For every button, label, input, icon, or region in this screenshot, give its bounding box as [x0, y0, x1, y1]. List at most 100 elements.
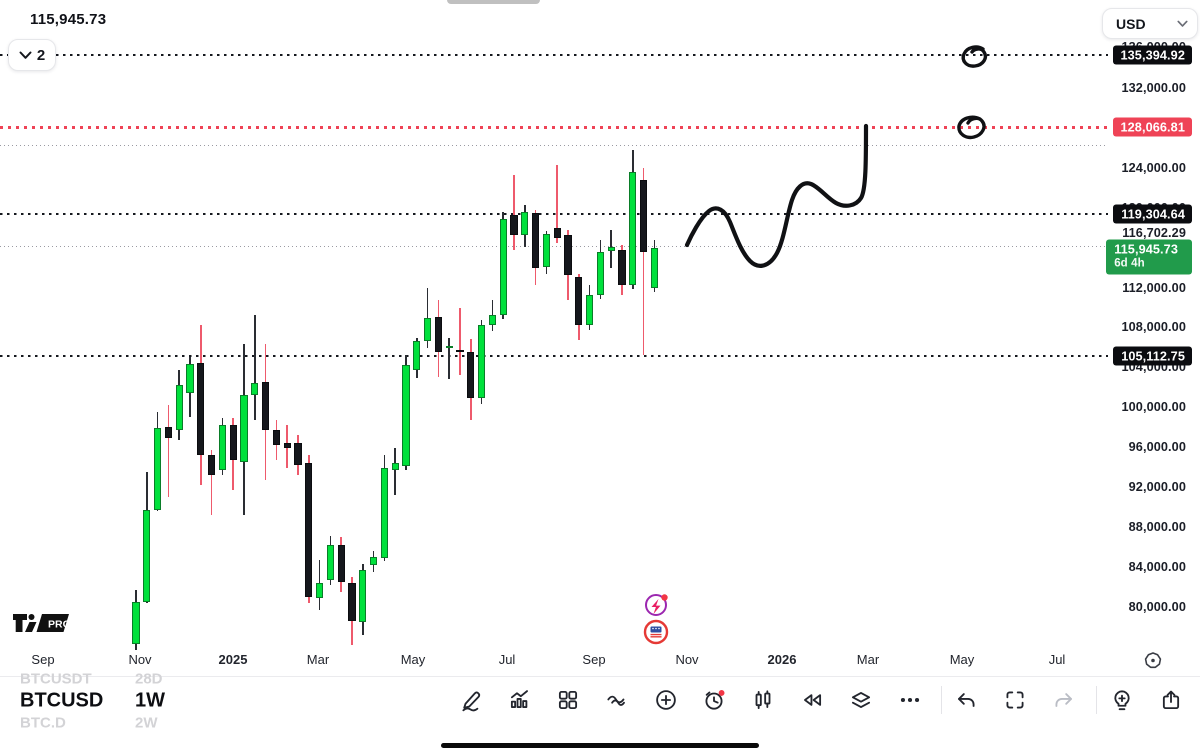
candle-wick	[167, 405, 170, 498]
price-axis-tick: 84,000.00	[1128, 560, 1186, 574]
candle-body	[218, 425, 227, 471]
toolbar-separator	[941, 686, 942, 714]
candle-body	[596, 251, 605, 295]
replay-rewind-icon[interactable]	[790, 680, 834, 720]
candle-wick	[394, 448, 397, 496]
time-axis-label: Jul	[498, 652, 516, 667]
candle-body	[650, 248, 659, 288]
price-line-119304.64[interactable]	[0, 213, 1108, 216]
candle-body	[542, 233, 551, 267]
last-price-readout: 115,945.73	[30, 11, 107, 28]
symbol-option-BTC.D[interactable]: BTC.D	[20, 714, 66, 732]
interval-option-28D[interactable]: 28D	[135, 670, 163, 688]
price-axis-tick: 108,000.00	[1121, 320, 1186, 334]
candle-body	[197, 363, 205, 456]
time-axis-label: May	[949, 652, 975, 667]
undo-icon[interactable]	[944, 680, 988, 720]
price-level-badge[interactable]: 128,066.81	[1112, 117, 1192, 137]
candles-interval-icon[interactable]	[741, 680, 785, 720]
add-icon[interactable]	[644, 680, 688, 720]
redo-icon[interactable]	[1042, 680, 1086, 720]
currency-label: USD	[1116, 15, 1146, 32]
layers-icon[interactable]	[839, 680, 883, 720]
price-axis-tick: 96,000.00	[1128, 440, 1186, 454]
candle-body	[553, 227, 561, 238]
candle-body	[283, 443, 291, 449]
circle-drawing-upper	[961, 45, 988, 68]
interval-option-2W[interactable]: 2W	[135, 714, 158, 732]
candle-body	[315, 583, 324, 598]
candle-body	[153, 428, 162, 511]
alerts-icon[interactable]	[692, 680, 736, 720]
symbol-option-BTCUSD[interactable]: BTCUSD	[20, 689, 104, 712]
share-icon[interactable]	[1149, 680, 1193, 720]
collapse-drawings-button[interactable]: 2	[8, 39, 56, 71]
candle-body	[639, 179, 648, 252]
price-line-105112.75[interactable]	[0, 355, 1108, 358]
candle-body	[175, 385, 183, 431]
price-axis-tick: 92,000.00	[1128, 480, 1186, 494]
price-level-badge[interactable]: 119,304.64	[1113, 204, 1192, 224]
candle-body	[456, 350, 464, 353]
price-axis-tick: 112,000.00	[1122, 281, 1186, 295]
candle-body	[510, 214, 518, 235]
candle-body	[585, 294, 594, 325]
price-axis-tick: 124,000.00	[1121, 161, 1186, 175]
candle-body	[607, 246, 615, 251]
home-indicator	[441, 743, 759, 748]
candle-body	[369, 557, 378, 566]
candle-body	[629, 171, 637, 285]
candle-body	[132, 601, 140, 644]
candle-wick	[513, 174, 515, 250]
idea-bulb-icon[interactable]	[1100, 680, 1144, 720]
chart-type-icon[interactable]	[498, 680, 542, 720]
candle-body	[164, 427, 173, 439]
candle-body	[564, 234, 572, 275]
current-price-badge: 115,945.73 6d 4h	[1106, 239, 1192, 275]
tradingview-pro-logo: PRO	[12, 611, 100, 635]
candle-wick	[210, 450, 213, 516]
us-economic-event-icon[interactable]	[643, 619, 669, 645]
candle-body	[531, 212, 540, 268]
collapse-count: 2	[36, 46, 46, 64]
price-level-badge[interactable]: 135,394.92	[1112, 45, 1192, 65]
svg-text:PRO: PRO	[48, 619, 71, 631]
draw-icon[interactable]	[450, 680, 494, 720]
time-axis-label: Jul	[1048, 652, 1066, 667]
currency-selector[interactable]: USD	[1102, 8, 1198, 39]
price-line-115945.73	[0, 246, 1108, 248]
price-axis-tick: 100,000.00	[1121, 400, 1186, 414]
indicators-icon[interactable]	[595, 680, 639, 720]
flash-event-icon[interactable]	[645, 594, 668, 616]
candle-body	[337, 545, 345, 582]
toolbar-separator	[1096, 686, 1097, 714]
time-axis-label: 2025	[218, 652, 248, 667]
candle-body	[423, 317, 432, 342]
candle-wick	[459, 307, 461, 376]
candle-body	[294, 443, 302, 466]
candle-body	[240, 395, 248, 463]
candle-body	[477, 324, 486, 399]
candle-body	[434, 316, 443, 353]
more-icon[interactable]	[888, 680, 932, 720]
candle-body	[272, 430, 281, 446]
candle-body	[143, 510, 151, 602]
price-level-badge[interactable]: 105,112.75	[1113, 346, 1192, 366]
time-axis-label: May	[400, 652, 426, 667]
event-markers[interactable]	[628, 588, 688, 658]
chevron-down-icon	[1177, 20, 1188, 27]
settings-icon[interactable]	[1141, 647, 1171, 675]
price-line-135394.92[interactable]	[0, 54, 1108, 57]
interval-option-1W[interactable]: 1W	[135, 689, 165, 712]
candle-body	[348, 583, 356, 621]
fullscreen-icon[interactable]	[993, 680, 1037, 720]
candle-body	[499, 218, 507, 315]
candle-body	[186, 364, 194, 394]
symbol-option-BTCUSDT[interactable]: BTCUSDT	[20, 670, 92, 688]
layout-grid-icon[interactable]	[546, 680, 590, 720]
status-bar-notch	[447, 0, 540, 4]
price-line-128066.81[interactable]	[0, 126, 1108, 130]
candle-body	[359, 570, 367, 622]
price-axis-tick: 132,000.00	[1121, 81, 1186, 95]
